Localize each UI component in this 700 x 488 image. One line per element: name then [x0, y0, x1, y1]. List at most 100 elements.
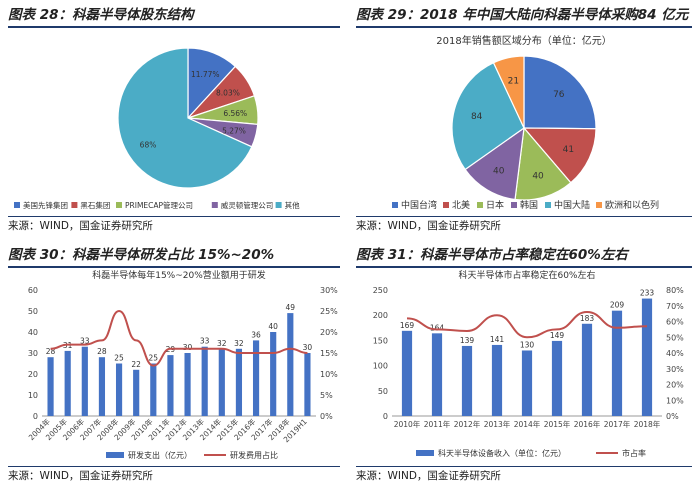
figure-source: 来源：WIND，国金证券研究所 — [356, 216, 692, 235]
bar-value-label: 233 — [640, 289, 655, 298]
y-right-tick: 5% — [320, 391, 333, 400]
ratio-line — [406, 311, 648, 339]
market-share-combo-chart: 0 50 100 150 200 250 0% 10% 20% 30% 40% 50% 60% 70% 80… — [373, 269, 684, 458]
legend-label: 黑石集团 — [80, 200, 110, 210]
legend-swatch — [545, 202, 551, 208]
panel-shareholder-structure: 图表 28：科磊半导体股东结构 11.77% 8.03% 6.56% 5.27% 68%… — [8, 2, 340, 240]
bar-value-label: 164 — [430, 323, 445, 332]
bar-value-label: 28 — [46, 347, 56, 356]
x-tick-label: 2018年 — [634, 419, 661, 429]
y-right-tick: 15% — [320, 349, 338, 358]
legend-label: 威灵顿管理公司 — [221, 200, 273, 210]
panel-regional-sales: 图表 29：2018 年中国大陆向科磊半导体采购84 亿元 2018年销售额区域… — [356, 2, 692, 240]
bar — [431, 333, 443, 416]
bar — [304, 353, 311, 416]
bar — [551, 340, 563, 416]
legend-label: 欧洲和以色列 — [605, 199, 659, 211]
legend-swatch — [392, 202, 398, 208]
x-tick-label: 2015年 — [544, 419, 571, 429]
legend-swatch — [211, 202, 218, 208]
bar-value-label: 169 — [400, 321, 415, 330]
bar — [64, 350, 71, 416]
legend-label: 美国先锋集团 — [23, 200, 68, 210]
bar-value-label: 32 — [234, 339, 244, 348]
slice-value-label: 84 — [471, 112, 483, 122]
legend-swatch — [14, 202, 20, 208]
bar — [581, 323, 593, 416]
y-left-tick: 0 — [33, 412, 38, 421]
y-left-tick: 60 — [28, 286, 38, 295]
figure-title: 图表 31：科磊半导体市占率稳定在60%左右 — [356, 244, 692, 268]
bar-value-label: 130 — [520, 340, 535, 349]
x-tick-label: 2011年 — [424, 419, 451, 429]
bar — [98, 357, 106, 416]
x-tick-label: 2017年 — [604, 419, 631, 429]
y-left-tick: 30 — [28, 349, 38, 358]
y-right-tick: 30% — [320, 286, 338, 295]
legend-label: 科天半导体设备收入（单位：亿元） — [438, 448, 566, 458]
x-tick-label: 2016年 — [574, 419, 601, 429]
y-left-tick: 40 — [28, 328, 38, 337]
y-left-tick: 20 — [28, 370, 38, 379]
figure-title: 图表 29：2018 年中国大陆向科磊半导体采购84 亿元 — [356, 4, 692, 28]
legend-swatch — [275, 202, 282, 208]
pie-slice — [514, 126, 572, 201]
slice-value-label: 76 — [553, 90, 565, 100]
chart-title: 科磊半导体每年15%~20%营业额用于研发 — [92, 269, 266, 281]
bar-value-label: 28 — [97, 347, 107, 356]
bar-value-label: 183 — [580, 314, 595, 323]
bar-value-label: 25 — [114, 354, 124, 363]
y-right-tick: 0% — [320, 412, 333, 421]
x-tick-label: 2012年 — [454, 419, 481, 429]
legend-label: PRIMECAP管理公司 — [125, 200, 193, 210]
y-left-tick: 250 — [373, 286, 388, 295]
figure-source: 来源：WIND，国金证券研究所 — [8, 466, 340, 485]
bar-value-label: 139 — [460, 336, 475, 345]
pie-slice — [451, 61, 525, 171]
pie-slice — [522, 127, 597, 184]
bar-value-label: 30 — [303, 343, 313, 352]
legend-label: 韩国 — [520, 199, 538, 211]
y-right-tick: 70% — [666, 302, 684, 311]
slice-value-label: 8.03% — [216, 89, 240, 98]
figure-title: 图表 30：科磊半导体研发占比 15%~20% — [8, 244, 340, 268]
chart-title: 科天半导体市占率稳定在60%左右 — [458, 269, 595, 281]
bar-value-label: 36 — [251, 330, 261, 339]
legend-label: 市占率 — [622, 448, 646, 458]
y-right-tick: 60% — [666, 318, 684, 327]
y-right-tick: 10% — [666, 396, 684, 405]
legend-swatch — [71, 202, 78, 208]
x-tick-label: 2010年 — [394, 419, 421, 429]
bar-value-label: 30 — [183, 343, 193, 352]
bar-value-label: 141 — [490, 335, 505, 344]
legend-swatch — [477, 202, 483, 208]
bar — [287, 313, 294, 416]
regional-sales-pie-chart: 2018年销售额区域分布（单位：亿元） 76 41 40 40 84 21 中国台湾 北美 日本 韩… — [392, 34, 659, 211]
figure-source: 来源：WIND，国金证券研究所 — [356, 466, 692, 485]
rnd-combo-chart: 01020304050600%5%10%15%20%25%30%282004年3… — [26, 269, 338, 460]
legend-bar-swatch — [106, 452, 124, 458]
panel-rnd-ratio: 图表 30：科磊半导体研发占比 15%~20% 0 10 20 30 40 50 60 0% 5… — [8, 242, 340, 486]
bar — [201, 346, 208, 416]
legend-label: 研发费用占比 — [230, 450, 278, 460]
y-right-tick: 20% — [320, 328, 338, 337]
slice-value-label: 41 — [563, 145, 574, 155]
legend-bar-swatch — [416, 450, 434, 456]
y-right-tick: 50% — [666, 333, 684, 342]
bar — [521, 350, 533, 416]
figure-source: 来源：WIND，国金证券研究所 — [8, 216, 340, 235]
y-right-tick: 10% — [320, 370, 338, 379]
bar — [167, 355, 174, 416]
legend-label: 日本 — [486, 199, 504, 211]
slice-value-label: 40 — [532, 171, 544, 181]
bar — [461, 345, 473, 416]
slice-value-label: 6.56% — [223, 109, 247, 118]
bar-value-label: 33 — [200, 337, 210, 346]
bar-value-label: 149 — [550, 331, 565, 340]
y-right-tick: 80% — [666, 286, 684, 295]
legend-label: 研发支出（亿元） — [128, 450, 192, 460]
slice-value-label: 21 — [508, 77, 519, 87]
y-left-tick: 0 — [383, 412, 388, 421]
bar-value-label: 33 — [80, 337, 90, 346]
pie-slice — [464, 126, 525, 201]
